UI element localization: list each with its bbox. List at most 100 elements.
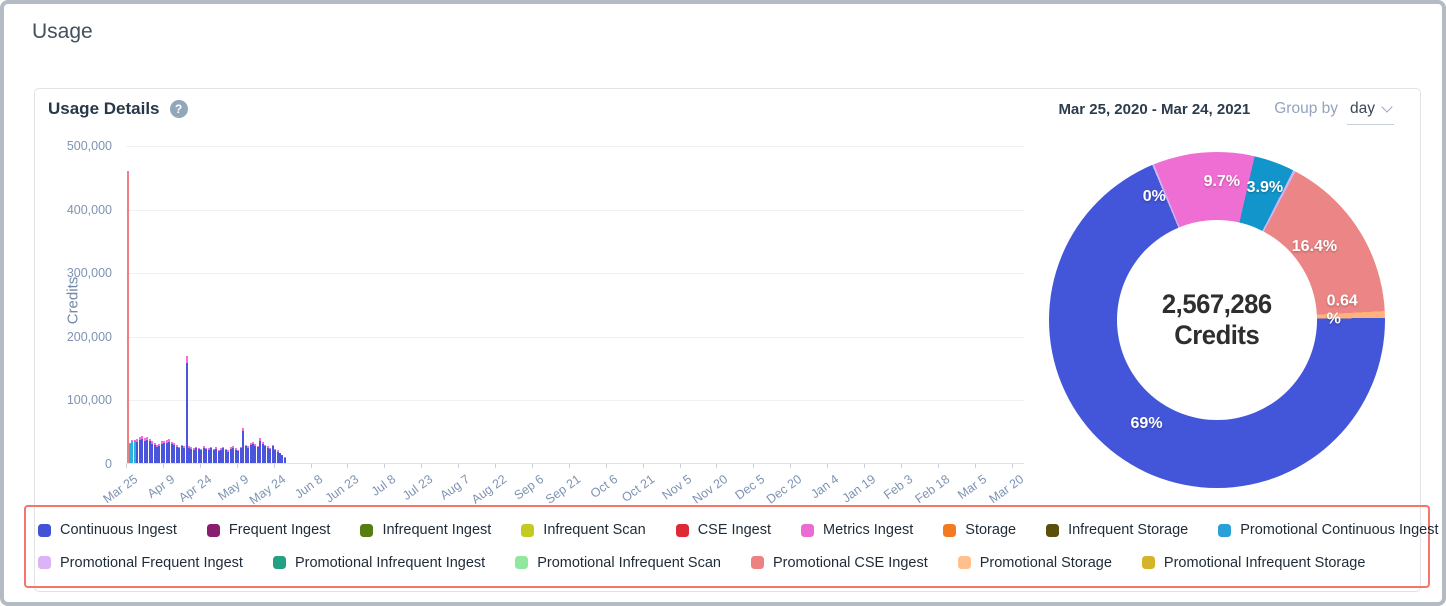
legend-item[interactable]: Promotional Infrequent Ingest (272, 555, 485, 571)
bar[interactable] (229, 447, 232, 463)
bar[interactable] (222, 446, 225, 463)
bar[interactable] (276, 450, 279, 463)
bar[interactable] (210, 447, 213, 463)
x-tick-mark (790, 464, 792, 468)
bar[interactable] (244, 444, 247, 463)
bar[interactable] (227, 450, 230, 463)
bar[interactable] (274, 449, 277, 463)
bar[interactable] (188, 446, 190, 463)
bar[interactable] (180, 444, 183, 463)
bar[interactable] (261, 442, 264, 463)
bar[interactable] (251, 441, 254, 463)
bar[interactable] (219, 448, 222, 463)
bar[interactable] (175, 445, 178, 463)
bar-segment (128, 443, 131, 463)
legend-item[interactable]: Promotional Frequent Ingest (38, 555, 243, 571)
bar[interactable] (200, 449, 203, 463)
x-tick-mark (827, 464, 829, 468)
help-icon[interactable]: ? (169, 100, 188, 118)
bar[interactable] (131, 440, 134, 463)
bar-segment (173, 445, 176, 463)
group-by-select[interactable]: day (1347, 98, 1394, 125)
bar[interactable] (133, 439, 136, 463)
bar[interactable] (183, 446, 186, 463)
legend-item[interactable]: Storage (943, 522, 1016, 538)
bar[interactable] (173, 443, 176, 463)
bar-segment (239, 448, 242, 463)
legend-item[interactable]: Promotional Infrequent Storage (1141, 555, 1365, 571)
bar[interactable] (195, 446, 198, 463)
legend-item[interactable]: CSE Ingest (675, 522, 771, 538)
bar[interactable] (202, 446, 205, 463)
bar[interactable] (269, 447, 272, 463)
legend-swatch-icon (675, 523, 689, 537)
bar[interactable] (271, 444, 274, 463)
bar[interactable] (178, 446, 181, 463)
bar[interactable] (259, 438, 262, 463)
legend-item[interactable]: Infrequent Ingest (360, 522, 491, 538)
bar[interactable] (141, 436, 144, 463)
bar[interactable] (168, 439, 171, 463)
donut-slice-label: 0% (1142, 187, 1166, 205)
bar[interactable] (217, 449, 220, 463)
x-tick-mark (199, 464, 201, 468)
gridline (126, 146, 1024, 147)
bar[interactable] (242, 428, 245, 463)
bar[interactable] (254, 443, 257, 463)
bar[interactable] (239, 446, 242, 463)
legend-item[interactable]: Frequent Ingest (206, 522, 330, 538)
bar[interactable] (237, 449, 240, 463)
bar[interactable] (281, 454, 284, 463)
bar-segment (283, 457, 286, 458)
legend-item[interactable]: Promotional Infrequent Scan (515, 555, 721, 571)
legend-item[interactable]: Metrics Ingest (801, 522, 913, 538)
bar[interactable] (197, 447, 200, 463)
bar[interactable] (146, 436, 149, 463)
legend-item[interactable]: Continuous Ingest (38, 522, 177, 538)
bar-segment (261, 442, 264, 444)
bar[interactable] (190, 447, 193, 463)
legend-item[interactable]: Infrequent Storage (1046, 522, 1188, 538)
bar[interactable] (283, 457, 286, 463)
bar[interactable] (143, 437, 146, 463)
bar[interactable] (264, 444, 267, 463)
bar[interactable] (128, 442, 131, 463)
bar[interactable] (153, 442, 156, 463)
donut-slice-label: 16.4% (1291, 237, 1338, 255)
legend-item[interactable]: Infrequent Scan (521, 522, 646, 538)
bar[interactable] (156, 445, 159, 463)
legend-item[interactable]: Promotional CSE Ingest (750, 555, 928, 571)
bar[interactable] (160, 441, 163, 463)
bar[interactable] (232, 446, 235, 463)
bar[interactable] (192, 448, 195, 463)
legend-item[interactable]: Promotional Storage (957, 555, 1112, 571)
bar[interactable] (224, 449, 227, 463)
bar-segment (224, 449, 227, 451)
bar[interactable] (266, 446, 269, 463)
bar[interactable] (207, 448, 210, 463)
bar-segment (264, 446, 267, 463)
bar[interactable] (249, 443, 252, 463)
legend-item[interactable]: Promotional Continuous Ingest (1218, 522, 1439, 538)
bar[interactable] (215, 447, 218, 463)
x-tick-mark (236, 464, 238, 468)
bar[interactable] (247, 446, 250, 463)
bar[interactable] (138, 436, 141, 463)
bar[interactable] (212, 449, 215, 463)
bar[interactable] (148, 438, 151, 463)
bar[interactable] (126, 171, 129, 463)
bar[interactable] (279, 452, 282, 463)
bar[interactable] (163, 440, 166, 463)
bar[interactable] (136, 439, 139, 463)
date-range: Mar 25, 2020 - Mar 24, 2021 (1058, 101, 1251, 118)
bar[interactable] (256, 445, 259, 463)
bar[interactable] (170, 441, 173, 463)
bar[interactable] (234, 448, 237, 463)
bar[interactable] (205, 447, 208, 463)
bar-segment (269, 447, 272, 450)
bar[interactable] (158, 443, 161, 463)
bar[interactable] (185, 356, 188, 463)
bar[interactable] (151, 441, 154, 463)
bar[interactable] (165, 439, 168, 463)
bar-segment (237, 449, 240, 451)
